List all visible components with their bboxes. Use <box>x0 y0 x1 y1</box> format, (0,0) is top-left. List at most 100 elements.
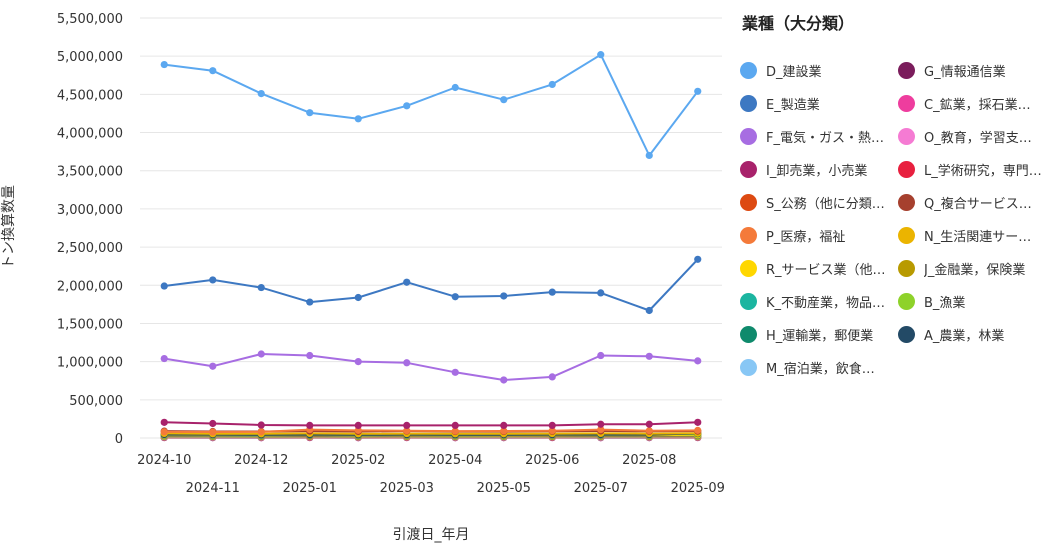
data-point[interactable] <box>597 51 605 59</box>
data-point[interactable] <box>403 102 411 110</box>
data-point[interactable] <box>694 357 702 365</box>
data-point[interactable] <box>160 428 168 436</box>
data-point[interactable] <box>160 60 168 69</box>
legend-item[interactable]: H_運輸業，郵便業 <box>738 318 896 351</box>
legend-item[interactable]: P_医療，福祉 <box>738 219 896 252</box>
legend-item[interactable]: N_生活関連サー… <box>896 219 1054 252</box>
legend-item[interactable]: E_製造業 <box>738 87 896 120</box>
legend-item[interactable]: L_学術研究，専門… <box>896 153 1054 186</box>
data-point[interactable] <box>354 421 362 429</box>
data-point[interactable] <box>403 427 411 435</box>
data-point[interactable] <box>451 368 459 376</box>
data-point[interactable] <box>354 293 362 302</box>
data-point[interactable] <box>209 428 217 436</box>
data-point[interactable] <box>500 376 508 384</box>
data-point[interactable] <box>694 87 702 95</box>
data-point[interactable] <box>403 359 411 367</box>
series-line[interactable] <box>164 258 699 312</box>
data-point[interactable] <box>257 283 265 292</box>
series-6 <box>160 418 702 429</box>
data-point[interactable] <box>160 282 168 290</box>
data-point[interactable] <box>160 354 168 363</box>
y-tick-label: 3,500,000 <box>57 165 123 180</box>
legend-item[interactable]: A_農業，林業 <box>896 318 1054 351</box>
legend-swatch <box>740 194 757 211</box>
legend-item[interactable]: C_鉱業，採石業… <box>896 87 1054 120</box>
data-point[interactable] <box>209 276 217 284</box>
data-point[interactable] <box>354 426 362 434</box>
data-point[interactable] <box>306 421 314 429</box>
series-line[interactable] <box>164 53 699 157</box>
data-point[interactable] <box>548 80 556 89</box>
data-point[interactable] <box>645 427 653 435</box>
legend-item[interactable]: S_公務（他に分類… <box>738 186 896 219</box>
data-point[interactable] <box>306 109 314 117</box>
legend-item[interactable]: F_電気・ガス・熱… <box>738 120 896 153</box>
legend-item[interactable]: M_宿泊業，飲食… <box>738 351 896 384</box>
x-axis-ticks: 2024-10 2024-11 2024-12 2025-01 2025-02 2025-… <box>137 453 725 496</box>
data-point[interactable] <box>354 358 362 366</box>
data-point[interactable] <box>403 421 411 429</box>
data-point[interactable] <box>694 255 702 263</box>
data-point[interactable] <box>548 427 556 435</box>
data-point[interactable] <box>597 289 605 297</box>
data-point[interactable] <box>257 350 265 358</box>
data-point[interactable] <box>500 421 508 429</box>
gridlines <box>140 17 722 439</box>
data-point[interactable] <box>209 67 217 75</box>
data-point[interactable] <box>257 428 265 436</box>
series-line[interactable] <box>164 353 698 381</box>
x-tick-label: 2025-08 <box>622 453 676 468</box>
data-point[interactable] <box>209 419 217 428</box>
x-tick-label: 2024-10 <box>137 453 191 468</box>
data-point[interactable] <box>451 293 459 301</box>
data-point[interactable] <box>451 83 459 92</box>
series-4 <box>160 350 702 384</box>
legend-item[interactable]: Q_複合サービス… <box>896 186 1054 219</box>
data-point[interactable] <box>500 427 508 435</box>
data-point[interactable] <box>451 421 459 429</box>
data-point[interactable] <box>597 426 605 434</box>
legend-label: K_不動産業，物品… <box>766 296 886 311</box>
data-point[interactable] <box>451 427 459 435</box>
data-point[interactable] <box>645 306 653 315</box>
data-point[interactable] <box>354 115 362 123</box>
y-tick-label: 1,000,000 <box>57 356 123 371</box>
legend-item[interactable]: B_漁業 <box>896 285 1054 318</box>
data-point[interactable] <box>645 151 653 160</box>
legend-item[interactable]: G_情報通信業 <box>896 54 1054 87</box>
data-point[interactable] <box>597 420 605 428</box>
legend-item[interactable]: O_教育，学習支… <box>896 120 1054 153</box>
legend-item[interactable]: I_卸売業，小売業 <box>738 153 896 186</box>
data-point[interactable] <box>645 352 653 360</box>
data-point[interactable] <box>500 292 508 300</box>
series-line[interactable] <box>164 428 698 433</box>
legend-item[interactable]: K_不動産業，物品… <box>738 285 896 318</box>
data-point[interactable] <box>694 418 702 426</box>
y-tick-label: 4,500,000 <box>57 88 123 103</box>
data-point[interactable] <box>500 96 508 104</box>
series-line[interactable] <box>164 432 698 436</box>
data-point[interactable] <box>257 90 265 98</box>
data-point[interactable] <box>548 288 556 296</box>
data-point[interactable] <box>694 426 702 434</box>
data-point[interactable] <box>209 362 217 370</box>
data-point[interactable] <box>403 278 411 286</box>
legend-label: F_電気・ガス・熱… <box>766 131 884 146</box>
legend-label: H_運輸業，郵便業 <box>766 329 874 344</box>
legend-item[interactable]: R_サービス業（他… <box>738 252 896 285</box>
data-point[interactable] <box>257 421 265 429</box>
data-point[interactable] <box>306 351 314 360</box>
data-point[interactable] <box>306 298 314 306</box>
series-line[interactable] <box>164 432 698 435</box>
data-point[interactable] <box>160 418 168 426</box>
data-point[interactable] <box>645 420 653 428</box>
data-point[interactable] <box>548 421 556 429</box>
x-tick-label: 2025-03 <box>380 481 434 496</box>
legend-item[interactable]: D_建設業 <box>738 54 896 87</box>
data-point[interactable] <box>548 373 556 381</box>
legend-item[interactable]: J_金融業，保険業 <box>896 252 1054 285</box>
legend-label: R_サービス業（他… <box>766 263 886 278</box>
series-line[interactable] <box>164 421 698 427</box>
data-point[interactable] <box>597 351 605 360</box>
